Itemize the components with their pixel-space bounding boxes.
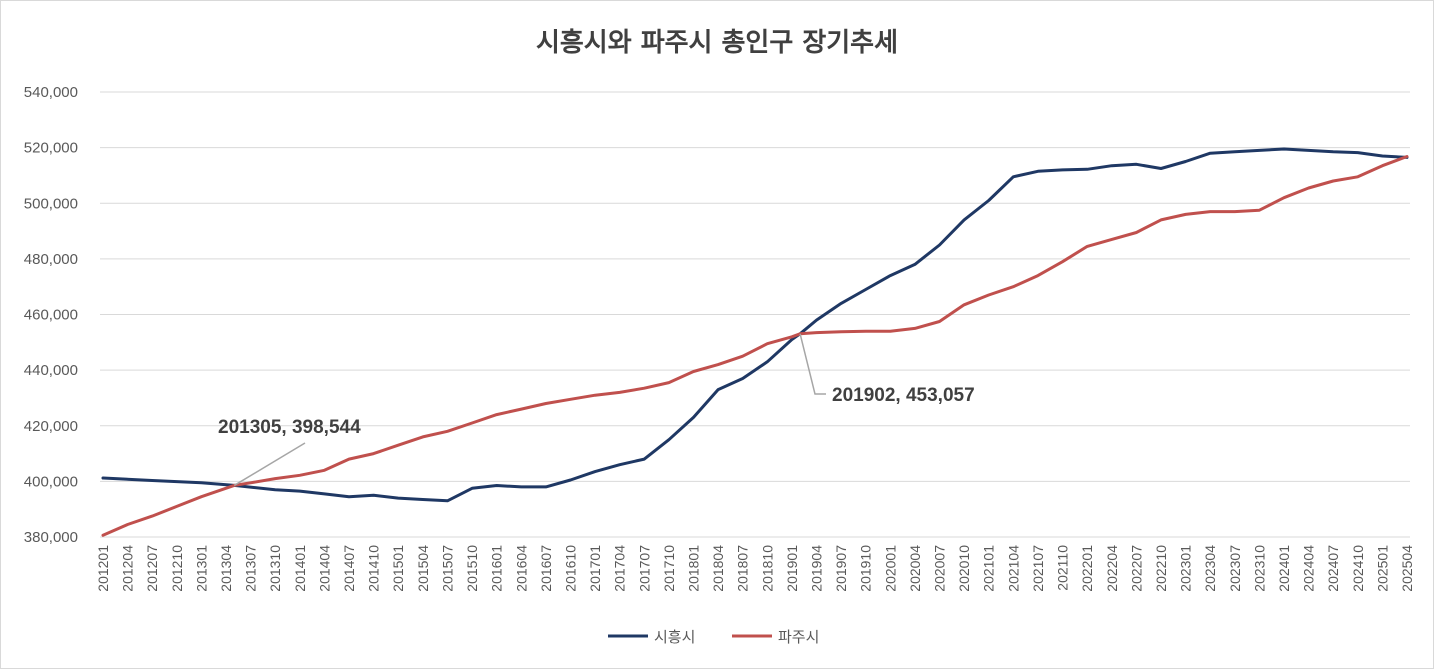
x-tick-label: 201301 <box>193 545 209 592</box>
y-tick-label: 380,000 <box>24 529 78 546</box>
x-tick-label: 201910 <box>858 545 874 592</box>
x-tick-label: 201607 <box>538 545 554 592</box>
x-tick-label: 202104 <box>1005 545 1021 592</box>
y-tick-label: 400,000 <box>24 473 78 490</box>
x-tick-label: 201304 <box>218 545 234 592</box>
x-tick-label: 201807 <box>735 545 751 592</box>
x-tick-label: 201501 <box>390 545 406 592</box>
x-tick-label: 201904 <box>809 545 825 592</box>
x-tick-label: 201404 <box>316 545 332 592</box>
x-tick-label: 202401 <box>1276 545 1292 592</box>
x-tick-label: 201207 <box>144 545 160 592</box>
x-tick-label: 201710 <box>661 545 677 592</box>
x-tick-label: 201907 <box>833 545 849 592</box>
y-tick-label: 460,000 <box>24 307 78 324</box>
series-line-siheung <box>101 147 1409 503</box>
x-tick-label: 202201 <box>1079 545 1095 592</box>
x-tick-label: 201407 <box>341 545 357 592</box>
x-tick-label: 201701 <box>587 545 603 592</box>
x-tick-label: 201504 <box>415 545 431 592</box>
y-tick-label: 420,000 <box>24 418 78 435</box>
x-tick-label: 201401 <box>292 545 308 592</box>
annotation-label: 201902, 453,057 <box>832 385 975 406</box>
y-tick-label: 500,000 <box>24 195 78 212</box>
chart-title: 시흥시와 파주시 총인구 장기추세 <box>535 28 899 58</box>
x-tick-label: 201510 <box>464 545 480 592</box>
x-tick-label: 202310 <box>1251 545 1267 592</box>
x-tick-label: 201410 <box>366 545 382 592</box>
x-tick-label: 201210 <box>169 545 185 592</box>
annotation-leader-line <box>799 333 826 395</box>
x-tick-label: 202110 <box>1055 545 1071 591</box>
x-tick-label: 202307 <box>1227 545 1243 592</box>
legend-label: 파주시 <box>778 628 819 646</box>
x-tick-label: 202504 <box>1399 545 1415 592</box>
y-tick-label: 440,000 <box>24 362 78 379</box>
x-tick-label: 202207 <box>1128 545 1144 592</box>
x-tick-label: 202210 <box>1153 545 1169 592</box>
legend-label: 시흥시 <box>654 628 695 646</box>
x-tick-label: 201707 <box>636 545 652 592</box>
x-tick-label: 201204 <box>120 545 136 592</box>
x-tick-label: 201704 <box>612 545 628 592</box>
annotation-label: 201305, 398,544 <box>218 417 361 438</box>
y-tick-label: 520,000 <box>24 140 78 157</box>
x-tick-label: 202004 <box>907 545 923 592</box>
x-tick-label: 202001 <box>882 545 898 592</box>
x-tick-label: 201310 <box>267 545 283 592</box>
series-line-paju <box>101 155 1409 537</box>
x-tick-label: 201901 <box>784 545 800 592</box>
x-tick-label: 202010 <box>956 545 972 592</box>
x-tick-label: 202407 <box>1325 545 1341 592</box>
x-tick-label: 202107 <box>1030 545 1046 592</box>
x-tick-label: 201601 <box>489 545 505 592</box>
x-tick-label: 202304 <box>1202 545 1218 592</box>
x-tick-label: 202101 <box>981 545 997 592</box>
y-tick-label: 540,000 <box>24 84 78 101</box>
x-tick-label: 202404 <box>1301 545 1317 592</box>
x-tick-label: 201507 <box>439 545 455 592</box>
x-tick-label: 201810 <box>759 545 775 592</box>
x-tick-label: 201307 <box>243 545 259 592</box>
x-tick-label: 201804 <box>710 545 726 592</box>
y-tick-label: 480,000 <box>24 251 78 268</box>
x-tick-label: 202204 <box>1104 545 1120 592</box>
x-tick-label: 201801 <box>685 545 701 592</box>
x-tick-label: 201610 <box>562 545 578 592</box>
x-tick-label: 202007 <box>932 545 948 592</box>
x-tick-label: 202501 <box>1374 545 1390 592</box>
x-tick-label: 201604 <box>513 545 529 592</box>
x-tick-label: 202301 <box>1178 545 1194 592</box>
annotation-leader-line <box>233 442 306 487</box>
x-tick-label: 201201 <box>95 545 111 592</box>
x-tick-label: 202410 <box>1350 545 1366 592</box>
